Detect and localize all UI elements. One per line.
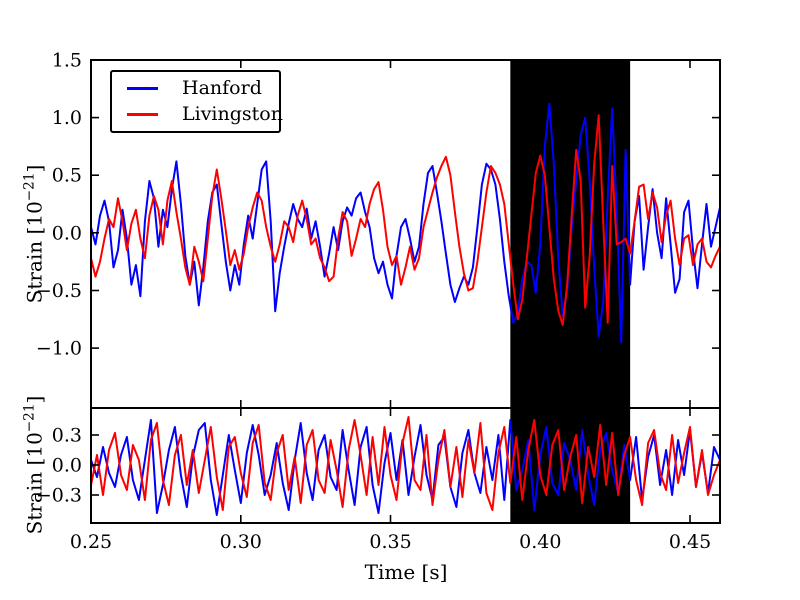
y-tick-label-top: 1.5 — [52, 50, 82, 72]
x-tick-label: 0.35 — [369, 531, 411, 553]
y-axis-label-top: Strain [10−21] — [22, 165, 47, 304]
ticks-residual — [90, 408, 720, 523]
y-axis-label-top-text: Strain [10 — [22, 201, 47, 304]
y-tick-label-residual: −0.3 — [36, 485, 82, 507]
residual-strain-plot: 0.3 0.0 −0.3 0.25 0.30 0.35 0.40 0.45 — [36, 407, 721, 553]
y-tick-label-top: −0.5 — [36, 280, 82, 302]
livingston-line-residual — [91, 416, 720, 511]
x-tick-label: 0.45 — [669, 531, 711, 553]
y-axis-label-top-suffix: ] — [22, 164, 47, 173]
y-axis-label-bottom-text: Strain [10 — [22, 432, 47, 535]
legend: Hanford Livingston — [110, 70, 283, 133]
x-tick-label: 0.25 — [70, 531, 112, 553]
livingston-line-sample — [127, 112, 158, 116]
ticks-top — [90, 59, 720, 408]
legend-item-hanford: Hanford — [112, 76, 279, 102]
y-axis-label-bottom-suffix: ] — [22, 395, 47, 404]
y-tick-label-top: 0.0 — [52, 222, 82, 244]
x-tick-label: 0.30 — [220, 531, 262, 553]
y-axis-label-top-exponent: −21 — [21, 172, 38, 202]
hanford-line-top — [91, 102, 720, 344]
legend-label-hanford: Hanford — [182, 77, 262, 100]
y-tick-label-residual: 0.0 — [52, 455, 82, 477]
y-tick-label-top: 0.5 — [52, 165, 82, 187]
x-axis-label: Time [s] — [364, 560, 448, 584]
y-tick-label-top: 1.0 — [52, 107, 82, 129]
x-tick-label: 0.40 — [519, 531, 561, 553]
legend-label-livingston: Livingston — [182, 102, 283, 125]
y-tick-label-residual: 0.3 — [52, 425, 82, 447]
y-tick-label-top: −1.0 — [36, 338, 82, 360]
y-axis-label-bottom: Strain [10−21] — [22, 396, 47, 535]
hanford-line-sample — [127, 87, 158, 91]
livingston-line-top — [91, 114, 720, 326]
y-axis-label-bottom-exponent: −21 — [21, 403, 38, 433]
legend-item-livingston: Livingston — [112, 102, 283, 128]
top-strain-plot: 1.5 1.0 0.5 0.0 −0.5 −1.0 — [36, 50, 721, 409]
hanford-line-residual — [91, 419, 720, 516]
